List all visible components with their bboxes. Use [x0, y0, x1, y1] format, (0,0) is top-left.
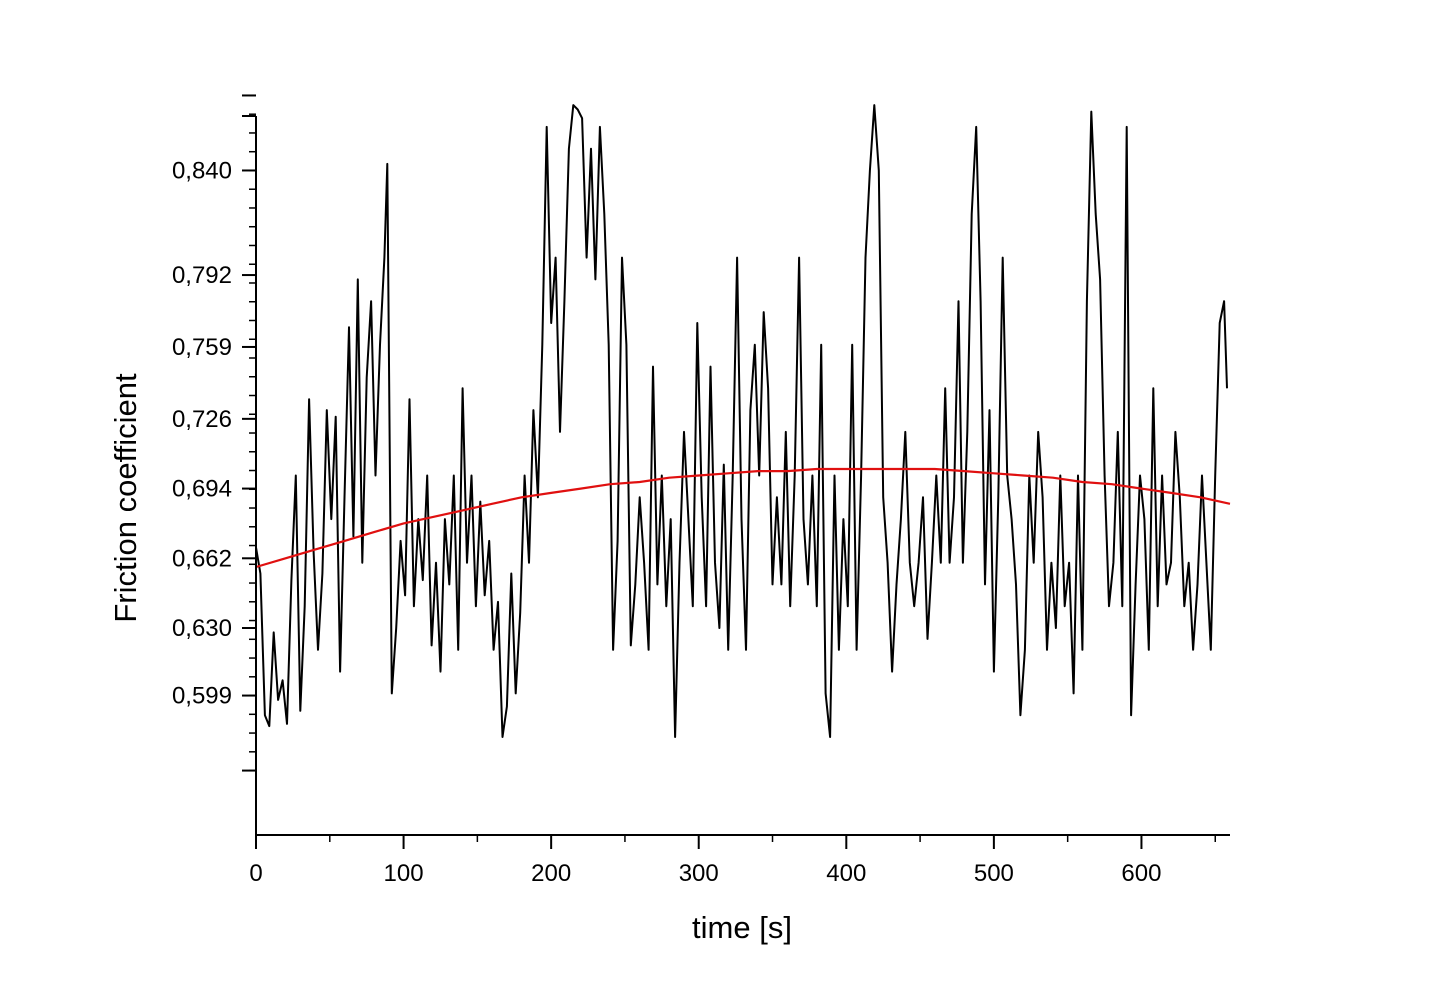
trend-fit-line — [255, 467, 1231, 569]
y-tick-label: 0,599 — [172, 683, 232, 710]
x-axis-title: time [s] — [692, 910, 792, 945]
x-tick-label: 300 — [679, 860, 719, 887]
x-ticks: 0 100 200 300 400 500 600 — [249, 835, 1216, 887]
plot-area — [255, 104, 1231, 738]
axes: 0 100 200 300 400 500 600 0,599 0,630 0,662 0,694… — [172, 94, 1230, 887]
y-tick-label: 0,630 — [172, 615, 232, 642]
x-tick-label: 100 — [384, 860, 424, 887]
x-tick-label: 400 — [826, 860, 866, 887]
friction-signal-line — [255, 104, 1228, 738]
y-ticks: 0,599 0,630 0,662 0,694 0,726 0,759 0,792 0,840 — [172, 94, 256, 772]
series-layer — [255, 104, 1231, 738]
y-tick-label: 0,662 — [172, 545, 232, 572]
y-tick-label: 0,759 — [172, 334, 232, 361]
y-tick-label: 0,792 — [172, 262, 232, 289]
x-tick-label: 600 — [1121, 860, 1161, 887]
x-tick-label: 500 — [974, 860, 1014, 887]
y-tick-label: 0,726 — [172, 406, 232, 433]
x-tick-label: 200 — [531, 860, 571, 887]
y-tick-label: 0,694 — [172, 476, 232, 503]
x-tick-label: 0 — [249, 860, 262, 887]
y-axis-title: Friction coefficient — [108, 373, 143, 623]
y-tick-label: 0,840 — [172, 157, 232, 184]
